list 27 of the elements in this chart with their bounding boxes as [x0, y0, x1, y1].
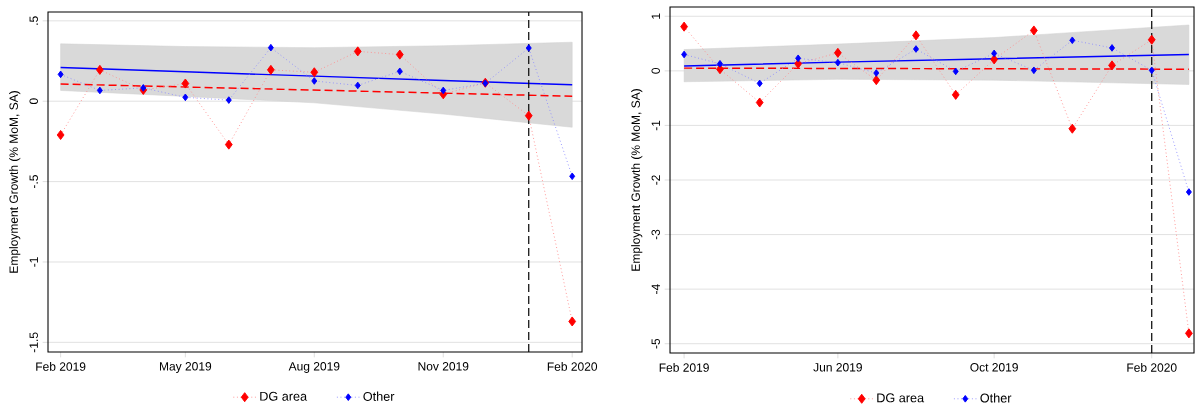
y-tick-label: -1 [29, 257, 38, 267]
x-tick-label: Jun 2019 [813, 363, 862, 372]
y-axis-title: Employment Growth (% MoM, SA) [631, 89, 643, 271]
legend-label: Other [980, 393, 1012, 403]
legend-label: Other [363, 391, 395, 401]
y-tick-label: -5 [651, 338, 660, 349]
y-tick-label: -4 [651, 284, 660, 294]
x-tick-label: Feb 2019 [36, 362, 86, 371]
legend-label: DG area [260, 391, 308, 401]
x-tick-label: Nov 2019 [418, 362, 469, 371]
y-tick-label: 0 [651, 67, 660, 74]
y-tick-label: -1 [651, 120, 660, 131]
x-tick-label: Feb 2020 [547, 362, 598, 371]
y-tick-label: -2 [651, 175, 660, 185]
y-axis-title: Employment Growth (% MoM, SA) [9, 91, 21, 273]
x-tick-label: Oct 2019 [970, 363, 1018, 372]
y-tick-label: 1 [651, 13, 660, 19]
y-tick-label: .5 [29, 16, 38, 25]
legend-label: DG area [877, 393, 925, 403]
y-tick-label: 0 [29, 98, 38, 105]
y-tick-label: -.5 [29, 175, 38, 189]
x-tick-label: Feb 2020 [1127, 363, 1177, 372]
x-tick-label: Feb 2019 [659, 363, 709, 372]
y-tick-label: -3 [651, 229, 660, 240]
x-tick-label: Aug 2019 [288, 362, 340, 373]
y-tick-label: -1.5 [29, 332, 38, 353]
x-tick-label: May 2019 [159, 362, 212, 373]
